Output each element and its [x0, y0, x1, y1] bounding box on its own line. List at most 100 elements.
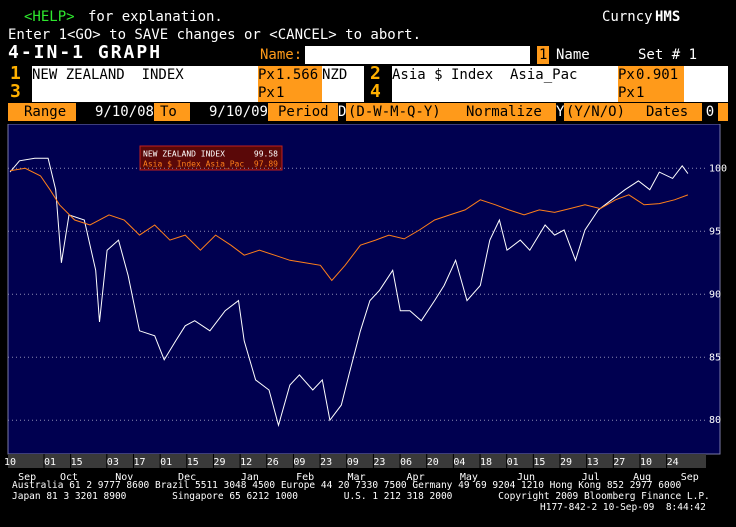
- security-number: 1: [10, 63, 21, 84]
- set-label: Set # 1: [638, 47, 698, 63]
- security-name[interactable]: [32, 84, 258, 102]
- security-name[interactable]: [392, 84, 618, 102]
- series-line: [9, 157, 689, 428]
- y-tick-label: 80: [709, 415, 721, 426]
- x-tick-label: 23: [320, 457, 332, 468]
- ticker: Curncy: [602, 9, 653, 25]
- help-text: for explanation.: [88, 9, 223, 25]
- y-tick-label: 90: [709, 289, 721, 300]
- help-key[interactable]: <HELP>: [24, 9, 75, 25]
- normalize-options: (Y/N/O): [566, 104, 626, 120]
- x-tick-label: 09: [293, 457, 305, 468]
- month-label: Sep: [681, 472, 699, 483]
- month-label: Jun: [517, 472, 535, 483]
- x-tick-label: 17: [133, 457, 145, 468]
- x-tick-label: 29: [560, 457, 572, 468]
- dates-label: Dates: [646, 104, 689, 120]
- name-label: Name:: [260, 47, 303, 63]
- legend-value: 97.89: [254, 160, 278, 169]
- x-axis-band: [8, 454, 706, 468]
- footer-line: H177-842-2 10-Sep-09 8:44:42: [540, 502, 706, 513]
- month-label: Oct: [60, 472, 78, 483]
- security-name[interactable]: NEW ZEALAND INDEX: [32, 66, 258, 84]
- chart: 80 85 90 95 100 10 01 15 03 17 01 15 29 12 26 09 23 09 23 0…: [3, 124, 727, 483]
- currency[interactable]: [322, 84, 364, 102]
- y-tick-label: 100: [709, 163, 727, 174]
- px-label: Px: [258, 84, 276, 102]
- currency[interactable]: [684, 84, 728, 102]
- x-tick-label: 04: [453, 457, 465, 468]
- month-label: Jan: [241, 472, 259, 483]
- footer-line: Japan 81 3 3201 8900 Singapore 65 6212 1…: [12, 491, 710, 502]
- month-label: May: [460, 472, 478, 483]
- x-tick-label: 10: [4, 457, 16, 468]
- security-number: 3: [10, 81, 21, 102]
- legend-box: [139, 145, 283, 171]
- legend: [139, 145, 283, 171]
- set-number[interactable]: 1: [537, 46, 550, 64]
- month-label: Nov: [115, 472, 133, 483]
- month-label: Feb: [296, 472, 314, 483]
- function: HMS: [655, 9, 681, 25]
- x-tick-label: 01: [44, 457, 56, 468]
- month-label: Aug: [633, 472, 651, 483]
- y-tick-label: 85: [709, 352, 721, 363]
- px-label: Px: [618, 66, 636, 84]
- x-tick-label: 23: [373, 457, 385, 468]
- x-tick-label: 18: [480, 457, 492, 468]
- x-tick-label: 15: [533, 457, 545, 468]
- plot-area: [7, 124, 721, 455]
- month-label: Sep: [18, 472, 36, 483]
- footer-line: Australia 61 2 9777 8600 Brazil 5511 304…: [12, 480, 682, 491]
- series-line: [9, 167, 689, 282]
- dates-value[interactable]: 0: [702, 103, 718, 121]
- px-value[interactable]: 0.901: [636, 66, 684, 84]
- px-label: Px: [618, 84, 636, 102]
- x-tick-label: 01: [160, 457, 172, 468]
- x-tick-label: 27: [613, 457, 625, 468]
- x-tick-label: 01: [507, 457, 519, 468]
- month-label: Apr: [407, 472, 425, 483]
- period-options: (D-W-M-Q-Y): [348, 104, 441, 120]
- end-date[interactable]: 9/10/09: [190, 103, 268, 121]
- px-value[interactable]: 1.566: [276, 66, 322, 84]
- security-number: 4: [370, 81, 381, 102]
- x-tick-label: 10: [640, 457, 652, 468]
- x-tick-label: 03: [107, 457, 119, 468]
- name-suffix: Name: [556, 47, 590, 63]
- x-tick-label: 24: [667, 457, 679, 468]
- month-label: Jul: [582, 472, 600, 483]
- legend-value: 99.58: [254, 150, 278, 159]
- period-value[interactable]: D: [338, 103, 347, 121]
- legend-label: NEW ZEALAND INDEX: [143, 150, 225, 159]
- currency[interactable]: NZD: [322, 66, 364, 84]
- security-name[interactable]: Asia $ Index Asia_Pac: [392, 66, 618, 84]
- start-date[interactable]: 9/10/08: [76, 103, 154, 121]
- x-tick-label: 20: [427, 457, 439, 468]
- px-value[interactable]: 1: [636, 84, 684, 102]
- normalize-label: Normalize: [466, 104, 542, 120]
- currency[interactable]: [684, 66, 728, 84]
- security-number: 2: [370, 63, 381, 84]
- range-bar: [8, 103, 728, 121]
- normalize-value[interactable]: Y: [556, 103, 565, 121]
- x-tick-label: 26: [267, 457, 279, 468]
- px-value[interactable]: 1: [276, 84, 322, 102]
- x-tick-label: 12: [240, 457, 252, 468]
- x-tick-label: 13: [587, 457, 599, 468]
- month-label: Dec: [178, 472, 196, 483]
- period-label: Period: [278, 104, 329, 120]
- name-input[interactable]: [305, 46, 530, 64]
- legend-label: Asia $ Index Asia_Pac: [143, 160, 244, 169]
- px-label: Px: [258, 66, 276, 84]
- month-label: Mar: [348, 472, 366, 483]
- range-label: Range: [24, 104, 67, 120]
- x-tick-label: 29: [213, 457, 225, 468]
- x-tick-label: 09: [347, 457, 359, 468]
- enter-line: Enter 1<GO> to SAVE changes or <CANCEL> …: [8, 27, 422, 43]
- x-tick-label: 06: [400, 457, 412, 468]
- screen-title: 4-IN-1 GRAPH: [8, 42, 163, 63]
- x-tick-label: 15: [71, 457, 83, 468]
- to-label: To: [160, 104, 177, 120]
